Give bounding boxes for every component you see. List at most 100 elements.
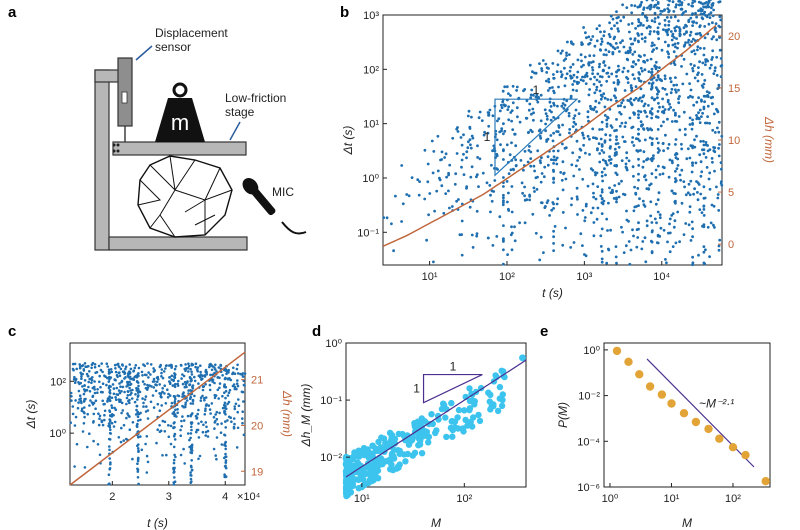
data-point: [533, 169, 536, 173]
data-point: [470, 414, 477, 421]
data-point: [125, 385, 128, 388]
data-point: [674, 138, 678, 141]
data-point: [634, 85, 638, 88]
data-point: [164, 402, 168, 405]
data-point: [184, 368, 187, 371]
data-point: [475, 173, 479, 177]
data-point: [208, 383, 212, 387]
bearing-dot: [112, 149, 116, 153]
data-point: [702, 152, 706, 156]
data-point: [656, 198, 660, 202]
data-point: [577, 100, 581, 103]
data-point: [608, 146, 612, 150]
data-point: [94, 371, 97, 375]
data-point: [181, 415, 184, 418]
data-point: [460, 428, 467, 435]
data-point: [704, 424, 713, 434]
data-point: [672, 61, 676, 65]
data-point: [674, 111, 677, 115]
data-point: [647, 81, 651, 85]
data-point: [643, 40, 647, 43]
data-point: [74, 415, 78, 419]
data-point: [592, 82, 596, 86]
data-point: [160, 371, 163, 375]
data-point: [665, 16, 669, 19]
data-point: [209, 373, 212, 377]
data-point: [131, 388, 134, 392]
stage-pointer: [229, 121, 241, 141]
data-point: [609, 161, 613, 165]
data-point: [615, 74, 618, 78]
data-point: [528, 195, 532, 198]
data-point: [507, 92, 510, 95]
data-point: [596, 147, 599, 151]
data-point: [145, 454, 149, 458]
data-point: [173, 395, 177, 399]
data-point: [527, 108, 531, 112]
data-point: [149, 363, 153, 366]
data-point: [529, 150, 533, 154]
data-point: [545, 140, 548, 143]
data-point: [469, 143, 472, 147]
data-point: [142, 401, 145, 405]
data-point: [108, 422, 111, 425]
data-point: [633, 4, 637, 8]
data-point: [440, 158, 444, 161]
data-point: [576, 58, 580, 62]
data-point: [618, 111, 621, 114]
y-tick-label: 10⁻¹: [357, 227, 379, 239]
data-point: [600, 212, 604, 216]
data-point: [657, 37, 660, 41]
data-point: [600, 257, 604, 261]
data-point: [630, 140, 634, 144]
power-law-annotation: ~M⁻²·¹: [699, 397, 734, 411]
data-point: [650, 128, 654, 132]
data-point: [627, 240, 631, 243]
data-point: [616, 104, 620, 108]
data-point: [551, 86, 554, 89]
data-point: [702, 204, 706, 208]
data-point: [708, 171, 712, 175]
data-point: [658, 213, 662, 217]
data-point: [542, 251, 545, 255]
data-point: [624, 51, 628, 55]
data-point: [232, 417, 236, 420]
data-point: [172, 426, 175, 430]
data-point: [498, 109, 502, 113]
data-point: [569, 246, 573, 249]
data-point: [395, 430, 402, 438]
data-point: [606, 71, 610, 75]
data-point: [548, 109, 552, 112]
data-point: [666, 50, 669, 54]
y-tick-label: 10⁻⁴: [577, 436, 600, 448]
data-point: [545, 117, 549, 121]
data-point: [598, 160, 602, 164]
data-point: [129, 367, 133, 371]
data-point: [137, 366, 141, 370]
data-point: [575, 75, 579, 79]
data-point: [602, 69, 605, 73]
data-point: [195, 430, 198, 434]
frame-post: [94, 69, 110, 251]
data-point: [158, 383, 161, 386]
data-point: [662, 28, 665, 31]
data-point: [713, 69, 717, 73]
data-point: [700, 98, 703, 102]
data-point: [496, 119, 499, 123]
data-point: [691, 4, 694, 8]
data-point: [637, 227, 640, 231]
data-point: [83, 379, 87, 382]
plot-frame: [603, 342, 771, 488]
data-point: [470, 165, 474, 169]
data-point: [213, 396, 217, 400]
data-point: [643, 36, 647, 40]
data-point: [561, 211, 565, 214]
data-point: [680, 147, 684, 151]
data-point: [665, 93, 669, 96]
data-point: [702, 250, 706, 254]
data-point: [176, 394, 179, 397]
data-point: [637, 109, 640, 113]
data-point: [654, 60, 658, 64]
data-point: [509, 168, 513, 172]
data-point: [595, 88, 598, 92]
